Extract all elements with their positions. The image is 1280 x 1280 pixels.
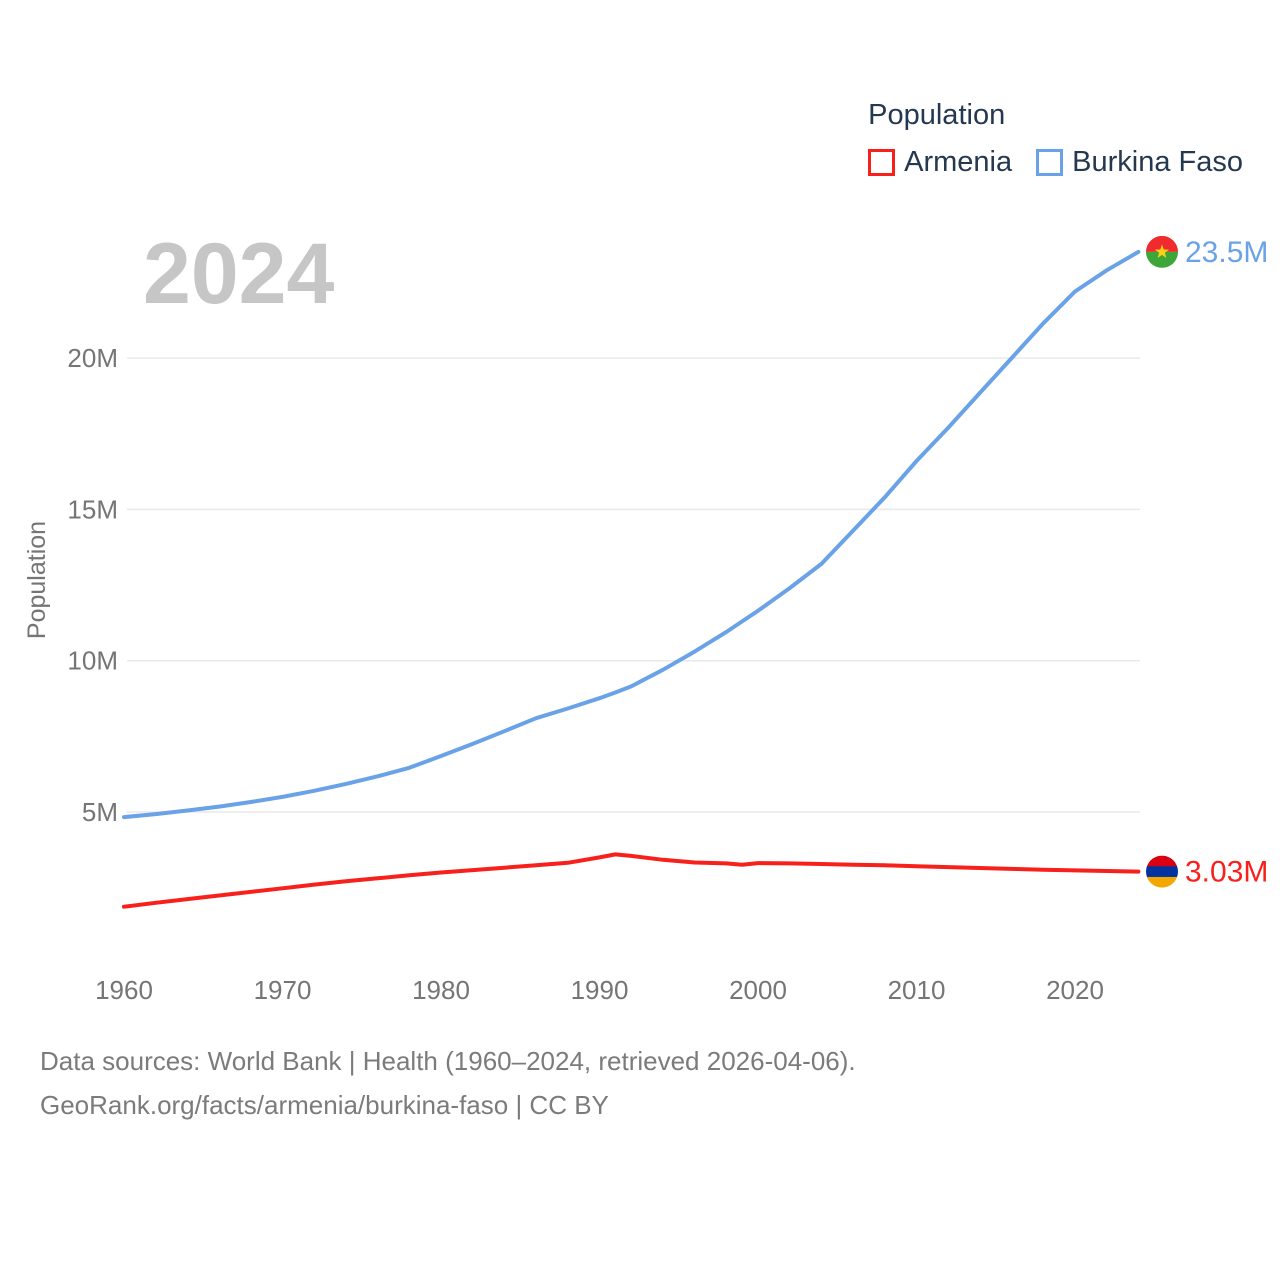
- x-tick-label: 2000: [729, 975, 787, 1005]
- y-tick-label: 5M: [82, 797, 118, 827]
- legend-items: Armenia Burkina Faso: [868, 146, 1243, 179]
- burkina-faso-end-value-label: 23.5M: [1185, 236, 1268, 269]
- legend-item-armenia[interactable]: Armenia: [868, 146, 1012, 179]
- legend-title: Population: [868, 99, 1006, 131]
- legend-item-burkina-faso-label: Burkina Faso: [1072, 146, 1243, 178]
- x-tick-label: 1990: [571, 975, 629, 1005]
- armenia-swatch-icon: [868, 149, 896, 176]
- footer-data-sources: Data sources: World Bank | Health (1960–…: [40, 1046, 856, 1076]
- armenia-end-value-label: 3.03M: [1185, 856, 1268, 889]
- watermark-year: 2024: [143, 226, 334, 322]
- burkina-faso-swatch-icon: [1036, 149, 1064, 176]
- x-tick-label: 1970: [254, 975, 312, 1005]
- armenia-line[interactable]: [122, 852, 1141, 909]
- x-tick-label: 2010: [888, 975, 946, 1005]
- armenia-flag-icon: [1146, 855, 1178, 888]
- footer-attribution-link[interactable]: GeoRank.org/facts/armenia/burkina-faso |…: [40, 1090, 609, 1120]
- y-tick-label: 10M: [67, 646, 118, 676]
- x-tick-label: 2020: [1046, 975, 1104, 1005]
- burkina-faso-line[interactable]: [122, 249, 1141, 820]
- footer: Data sources: World Bank | Health (1960–…: [40, 1039, 856, 1127]
- y-axis-title: Population: [23, 521, 51, 639]
- legend-item-armenia-label: Armenia: [904, 146, 1013, 178]
- y-tick-label: 20M: [67, 343, 118, 373]
- legend: Population Armenia Burkina Faso: [868, 99, 1243, 179]
- legend-item-burkina-faso[interactable]: Burkina Faso: [1036, 146, 1243, 179]
- x-tick-label: 1980: [412, 975, 470, 1005]
- y-tick-label: 15M: [67, 494, 118, 524]
- burkina-faso-flag-icon: [1146, 235, 1178, 268]
- x-tick-label: 1960: [95, 975, 153, 1005]
